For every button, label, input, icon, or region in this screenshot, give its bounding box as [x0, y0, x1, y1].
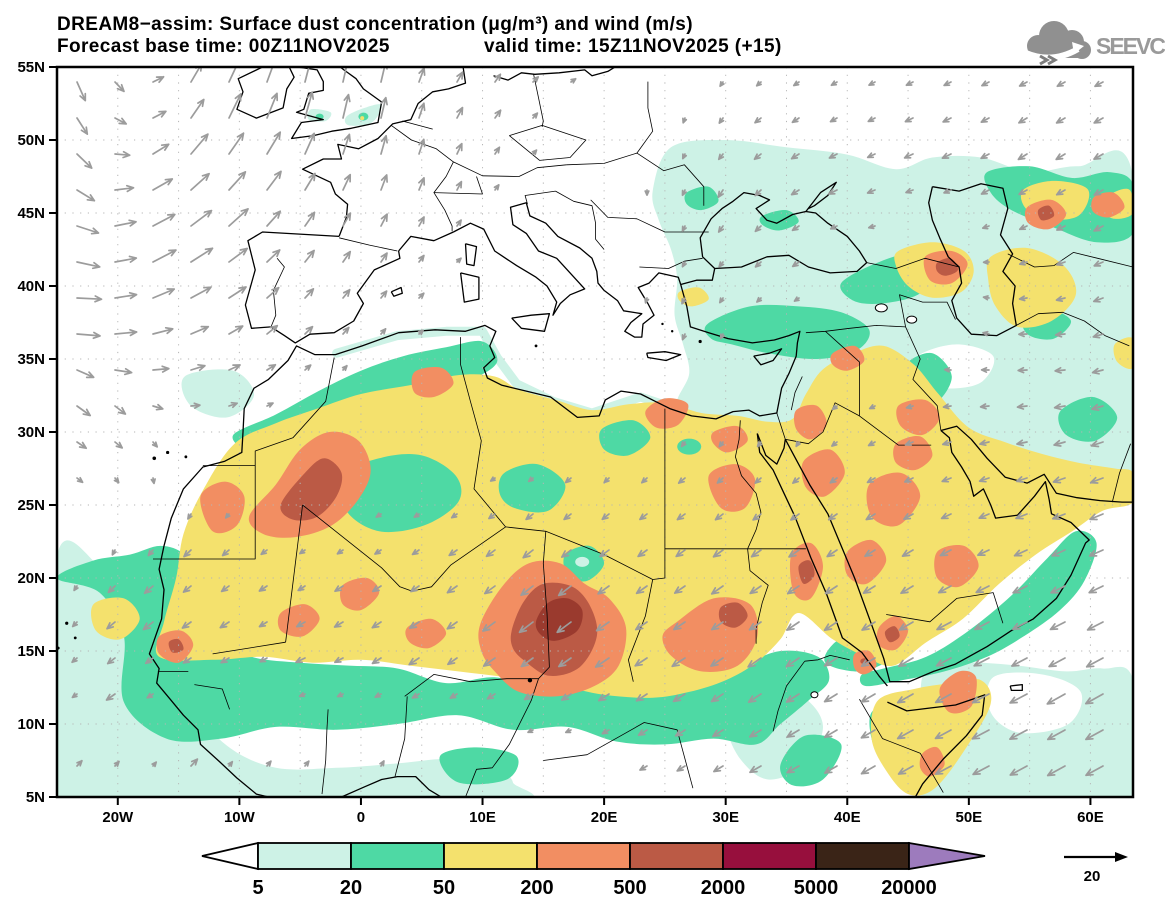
y-tick-label: 30N — [17, 424, 45, 441]
region-teal-gulf-aden-band — [859, 530, 1097, 687]
logo-text: SEEVCCC — [1096, 33, 1165, 59]
valid-time: valid time: 15Z11NOV2025 (+15) — [484, 36, 782, 57]
colorbar-segment — [815, 842, 910, 870]
lake-tana — [810, 691, 819, 699]
colorbar-label: 2000 — [701, 877, 746, 899]
region-teal-libya-blob — [498, 463, 566, 513]
region-orange-syria-turkey — [830, 345, 865, 371]
colorbar-label: 50 — [433, 877, 455, 899]
region-orange-egypt-1 — [708, 464, 756, 512]
colorbar-segment — [536, 842, 631, 870]
x-tick-label: 20E — [591, 809, 618, 826]
arrow-head-icon — [1115, 852, 1128, 862]
colorbar-segment — [443, 842, 538, 870]
region-teal-turkey-syria — [704, 304, 870, 360]
reference-wind-label: 20 — [1084, 868, 1101, 885]
region-yellow-east-caspian — [986, 247, 1077, 328]
dust-contour-fills — [57, 104, 1133, 797]
colorbar-segment — [257, 842, 352, 870]
x-tick-label: 30E — [712, 809, 739, 826]
colorbar-label: 5 — [252, 877, 263, 899]
small-islands — [57, 322, 702, 683]
region-sienna-senegal — [168, 638, 184, 653]
region-orange-jordan — [794, 404, 827, 440]
colorbar-label: 200 — [520, 877, 553, 899]
latlon-gridlines — [57, 67, 1133, 797]
coastlines — [148, 67, 1133, 797]
y-tick-label: 55N — [17, 59, 45, 76]
region-pale-europe-mideast — [652, 139, 1133, 502]
region-orange-ne-algeria — [411, 367, 454, 398]
region-orange-ne-saudi — [893, 435, 933, 471]
x-tick-label: 0 — [357, 809, 365, 826]
region-teal-iran-east — [1058, 396, 1118, 442]
x-tick-label: 10W — [224, 809, 256, 826]
region-orange-egypt-libya-coast — [645, 398, 689, 429]
region-orange-mali — [277, 604, 320, 637]
region-orange-somalia-south — [919, 746, 945, 777]
colorbar-segment — [350, 842, 445, 870]
region-yellow-sahara-arabia — [155, 345, 1133, 698]
y-tick-label: 10N — [17, 716, 45, 733]
wind-vector-arrows — [71, 67, 1104, 777]
region-orange-nw-saudi — [801, 449, 845, 497]
page-title: DREAM8−assim: Surface dust concentration… — [57, 14, 693, 35]
region-sienna-yemen — [884, 626, 900, 643]
region-orange-horn-ne — [939, 670, 977, 714]
region-yellow-dot-london — [360, 116, 365, 121]
forecast-base-time: Forecast base time: 00Z11NOV2025 — [57, 36, 390, 57]
y-tick-label: 45N — [17, 205, 45, 222]
x-tick-label: 10E — [469, 809, 496, 826]
region-orange-central-saudi — [866, 472, 921, 527]
colorbar-left-arrow — [201, 841, 259, 871]
x-tick-label: 20W — [102, 809, 134, 826]
colorbar-right-arrow — [908, 841, 986, 871]
cloud-icon — [1024, 21, 1091, 66]
region-teal-crimea — [759, 209, 799, 231]
colorbar-segment — [629, 842, 724, 870]
x-tick-label: 40E — [834, 809, 861, 826]
colorbar-label: 500 — [613, 877, 646, 899]
region-yellow-atlantic-spot — [91, 597, 140, 640]
colorbar-label: 20000 — [881, 877, 937, 899]
region-teal-nw-blacksea — [684, 186, 719, 211]
region-pale-morocco-offshore — [181, 369, 255, 418]
colorbar-label: 20 — [340, 877, 362, 899]
seevccc-logo: SEEVCCC — [1024, 21, 1165, 66]
colorbar-legend: 5 20 50 200 500 2000 5000 20000 — [201, 841, 986, 899]
region-orange-mali-east — [340, 577, 380, 611]
region-orange-ne-caspian-2 — [1091, 192, 1125, 218]
y-tick-label: 20N — [17, 570, 45, 587]
region-sienna-redsea-coast — [798, 560, 815, 585]
region-orange-mauritania — [200, 481, 245, 534]
y-tick-label: 50N — [17, 132, 45, 149]
region-orange-niger — [405, 618, 447, 649]
rivers — [734, 420, 769, 644]
y-tick-label: 40N — [17, 278, 45, 295]
region-teal-nigeria-south — [439, 747, 519, 785]
lake-van — [874, 303, 888, 313]
region-teal-libya-small — [599, 420, 651, 456]
region-pale-core-ne-of-chad — [575, 556, 590, 567]
colorbar-label: 5000 — [794, 877, 839, 899]
x-tick-label: 50E — [955, 809, 982, 826]
region-orange-sw-saudi — [844, 539, 887, 585]
reference-wind-arrow: 20 — [1064, 852, 1128, 885]
y-tick-label: 5N — [26, 789, 45, 806]
region-sienna-ne-caspian — [1037, 205, 1055, 221]
y-tick-label: 15N — [17, 643, 45, 660]
x-tick-label: 60E — [1077, 809, 1104, 826]
lakes — [810, 303, 918, 699]
y-tick-label: 35N — [17, 351, 45, 368]
axes: 20W 10W 0 10E 20E 30E 40E 50E 60E 55N 50N 45N 40N 35N… — [17, 59, 1103, 826]
y-tick-label: 25N — [17, 497, 45, 514]
lake-urmia — [906, 315, 918, 324]
colorbar-segment — [722, 842, 817, 870]
